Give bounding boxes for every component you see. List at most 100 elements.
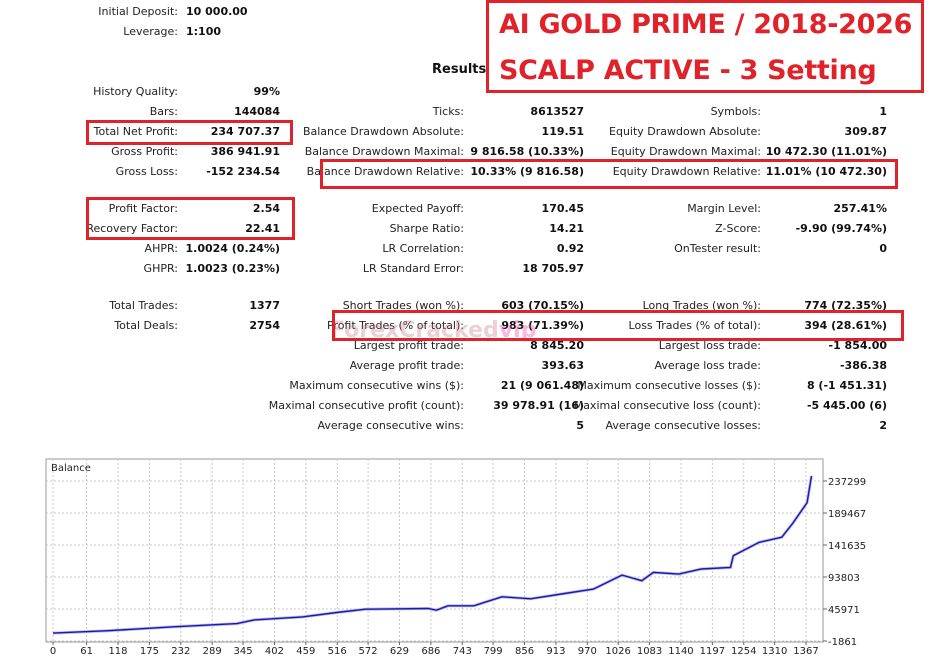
- x-tick-label: 856: [515, 646, 534, 657]
- stat-label: LR Standard Error:: [362, 262, 464, 275]
- leverage-value: 1:100: [186, 25, 222, 38]
- stats-row: Total Trades: 1377 Short Trades (won %): 60…: [0, 298, 937, 314]
- stats-row: Average profit trade: 393.63 Average loss …: [0, 358, 937, 374]
- stat-label: Maximal consecutive profit (count):: [268, 399, 464, 412]
- stat-value: 309.87: [844, 125, 887, 138]
- title-overlay: AI GOLD PRIME / 2018-2026 SCALP ACTIVE -…: [486, 0, 924, 93]
- stat-value: -1 854.00: [828, 339, 888, 352]
- stat-value: 10.33% (9 816.58): [470, 165, 584, 178]
- stat-value: 1.0024 (0.24%): [185, 242, 281, 255]
- stat-value: 14.21: [549, 222, 584, 235]
- y-tick-label: 189467: [828, 509, 866, 520]
- x-tick-label: 118: [108, 646, 127, 657]
- stat-value: 8 (-1 451.31): [806, 379, 887, 392]
- stat-value: 2: [879, 419, 887, 432]
- stat-label: Recovery Factor:: [86, 222, 178, 235]
- x-tick-label: 686: [421, 646, 440, 657]
- stats-row: Bars: 144084 Ticks: 8613527 Symbols: 1: [0, 104, 937, 120]
- x-tick-label: 516: [328, 646, 347, 657]
- x-tick-label: 913: [546, 646, 565, 657]
- results-title: Results: [432, 62, 487, 77]
- stat-value: -152 234.54: [206, 165, 280, 178]
- stat-label: LR Correlation:: [382, 242, 464, 255]
- stat-value: 39 978.91 (16): [493, 399, 584, 412]
- highlight-profit-loss-trades: [332, 310, 904, 341]
- y-tick-label: 237299: [828, 477, 866, 488]
- stat-label: Balance Drawdown Absolute:: [302, 125, 464, 138]
- stat-value: 99%: [253, 85, 280, 98]
- stat-value: -5 445.00 (6): [806, 399, 887, 412]
- stat-label: Average loss trade:: [654, 359, 761, 372]
- stat-label: Largest loss trade:: [658, 339, 761, 352]
- stat-label: Largest profit trade:: [353, 339, 464, 352]
- stat-value: 1377: [249, 299, 280, 312]
- stat-value: 5: [576, 419, 584, 432]
- stats-row: Largest profit trade: 8 845.20 Largest los…: [0, 338, 937, 354]
- y-tick-label: -1861: [828, 637, 857, 648]
- leverage-row: Leverage: 1:100: [0, 24, 937, 40]
- stat-label: AHPR:: [144, 242, 178, 255]
- stats-row: Maximal consecutive profit (count): 39 97…: [0, 398, 937, 414]
- title-line-1: AI GOLD PRIME / 2018-2026: [499, 9, 913, 40]
- stat-value: 21 (9 061.48): [500, 379, 584, 392]
- stat-value: 8613527: [530, 105, 584, 118]
- x-tick-label: 1367: [793, 646, 818, 657]
- stat-label: GHPR:: [143, 262, 178, 275]
- highlight-profit-recovery-factor: [86, 197, 295, 240]
- stat-label: Short Trades (won %):: [342, 299, 464, 312]
- title-line-2: SCALP ACTIVE - 3 Setting: [499, 55, 877, 86]
- initial-deposit-label: Initial Deposit:: [98, 5, 178, 18]
- x-tick-label: 175: [140, 646, 159, 657]
- x-tick-label: 1310: [762, 646, 787, 657]
- stats-row: Average consecutive wins: 5 Average consec…: [0, 418, 937, 434]
- stat-label: Equity Drawdown Absolute:: [609, 125, 761, 138]
- y-tick-label: 141635: [828, 541, 866, 552]
- stat-label: Ticks:: [432, 105, 464, 118]
- stat-label: Average consecutive losses:: [605, 419, 761, 432]
- stat-label: Gross Profit:: [111, 145, 178, 158]
- stat-label: Total Net Profit:: [93, 125, 178, 138]
- x-tick-label: 572: [359, 646, 378, 657]
- highlight-total-net-profit: [86, 120, 293, 145]
- stat-label: Profit Trades (% of total):: [326, 319, 464, 332]
- stat-label: Expected Payoff:: [371, 202, 464, 215]
- stat-value: -9.90 (99.74%): [795, 222, 887, 235]
- stat-label: Equity Drawdown Maximal:: [610, 145, 761, 158]
- stat-label: Bars:: [149, 105, 178, 118]
- stat-label: Balance Drawdown Relative:: [306, 165, 464, 178]
- stat-value: 170.45: [541, 202, 584, 215]
- x-tick-label: 1197: [700, 646, 725, 657]
- stat-value: 119.51: [541, 125, 584, 138]
- x-tick-label: 1083: [637, 646, 662, 657]
- stats-row: Total Deals: 2754 Profit Trades (% of tota…: [0, 318, 937, 334]
- x-tick-label: 289: [203, 646, 222, 657]
- stat-label: Sharpe Ratio:: [389, 222, 464, 235]
- plot-area: [45, 458, 824, 643]
- stat-value: 257.41%: [833, 202, 887, 215]
- initial-deposit-row: Initial Deposit: 10 000.00: [0, 4, 937, 20]
- stat-value: 8 845.20: [530, 339, 584, 352]
- stat-label: Average consecutive wins:: [317, 419, 464, 432]
- stat-value: 10 472.30 (11.01%): [765, 145, 887, 158]
- stat-value: 386 941.91: [210, 145, 280, 158]
- leverage-label: Leverage:: [123, 25, 178, 38]
- stat-value: 11.01% (10 472.30): [765, 165, 887, 178]
- stat-label: Maximal consecutive loss (count):: [573, 399, 761, 412]
- stat-label: Average profit trade:: [349, 359, 464, 372]
- stats-row: AHPR: 1.0024 (0.24%) LR Correlation: 0.92 On…: [0, 241, 937, 257]
- stats-row: Recovery Factor: 22.41 Sharpe Ratio: 14.21 Z…: [0, 221, 937, 237]
- stat-value: 774 (72.35%): [804, 299, 887, 312]
- stat-value: 2.54: [252, 202, 280, 215]
- stat-label: Profit Factor:: [108, 202, 178, 215]
- x-tick-label: 1026: [605, 646, 630, 657]
- stat-label: Total Trades:: [109, 299, 178, 312]
- stat-label: Equity Drawdown Relative:: [612, 165, 761, 178]
- stat-value: 1: [879, 105, 887, 118]
- stat-label: Loss Trades (% of total):: [628, 319, 761, 332]
- stat-value: 0.92: [556, 242, 584, 255]
- chart-title: Balance: [51, 463, 91, 474]
- stat-label: Long Trades (won %):: [642, 299, 761, 312]
- x-tick-label: 970: [578, 646, 597, 657]
- stat-value: 22.41: [245, 222, 280, 235]
